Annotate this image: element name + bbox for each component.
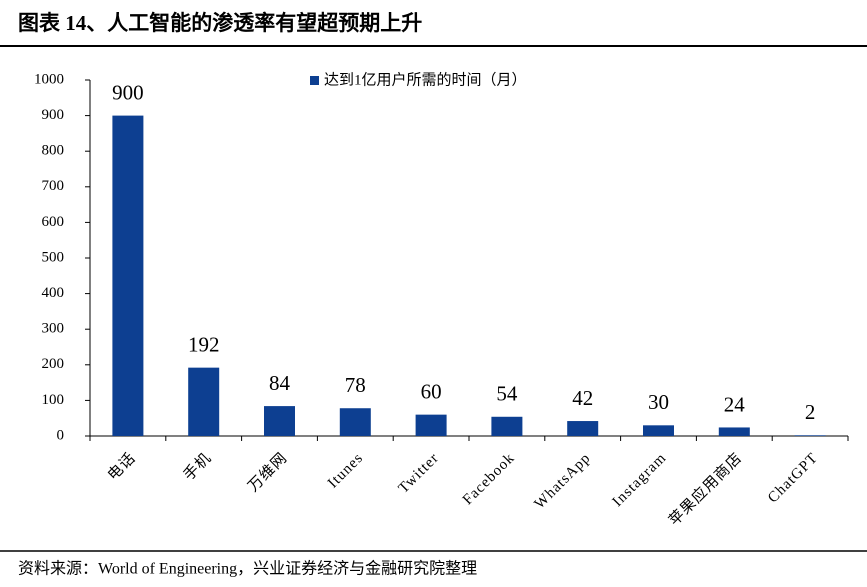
data-label: 42 [572, 386, 593, 410]
data-label: 192 [188, 332, 220, 356]
legend-label: 达到1亿用户所需的时间（月） [324, 71, 527, 88]
bar [112, 115, 144, 436]
source-note: 资料来源：World of Engineering，兴业证券经济与金融研究院整理 [18, 560, 477, 578]
x-tick-label: Twitter [396, 450, 443, 497]
x-tick-label: 手机 [180, 449, 215, 484]
chart-title: 图表 14、人工智能的渗透率有望超预期上升 [18, 11, 422, 35]
data-label: 30 [648, 390, 669, 414]
bar [415, 414, 447, 436]
x-tick-label: WhatsApp [532, 450, 594, 512]
y-tick-label: 700 [42, 178, 65, 194]
x-tick-label: Facebook [460, 450, 518, 508]
y-tick-label: 100 [42, 392, 65, 408]
y-tick-label: 800 [42, 143, 65, 159]
data-label: 900 [112, 80, 144, 104]
y-tick-label: 200 [42, 356, 65, 372]
y-tick-label: 1000 [34, 71, 64, 87]
data-label: 54 [496, 382, 518, 406]
bar [339, 408, 371, 436]
bar [188, 367, 220, 436]
legend-swatch [310, 76, 319, 85]
x-tick-label: ChatGPT [765, 450, 821, 506]
y-tick-label: 500 [42, 249, 65, 265]
x-tick-label: Instagram [610, 450, 670, 510]
x-tick-label: 电话 [104, 449, 139, 484]
y-tick-label: 0 [57, 427, 65, 443]
x-tick-label: Itunes [325, 450, 366, 491]
data-label: 24 [724, 392, 746, 416]
bar [567, 421, 599, 436]
bar [794, 435, 826, 436]
data-label: 78 [345, 373, 366, 397]
data-label: 2 [805, 400, 816, 424]
data-label: 60 [421, 379, 442, 403]
x-tick-label: 苹果应用商店 [665, 449, 746, 530]
y-tick-label: 300 [42, 321, 65, 337]
x-tick-label: 万维网 [245, 449, 291, 495]
bar [264, 406, 295, 436]
bar [491, 416, 523, 436]
y-tick-label: 400 [42, 285, 65, 301]
bar [643, 425, 674, 436]
bar [718, 427, 750, 436]
y-tick-label: 600 [42, 214, 65, 230]
data-label: 84 [269, 371, 291, 395]
y-tick-label: 900 [42, 107, 65, 123]
